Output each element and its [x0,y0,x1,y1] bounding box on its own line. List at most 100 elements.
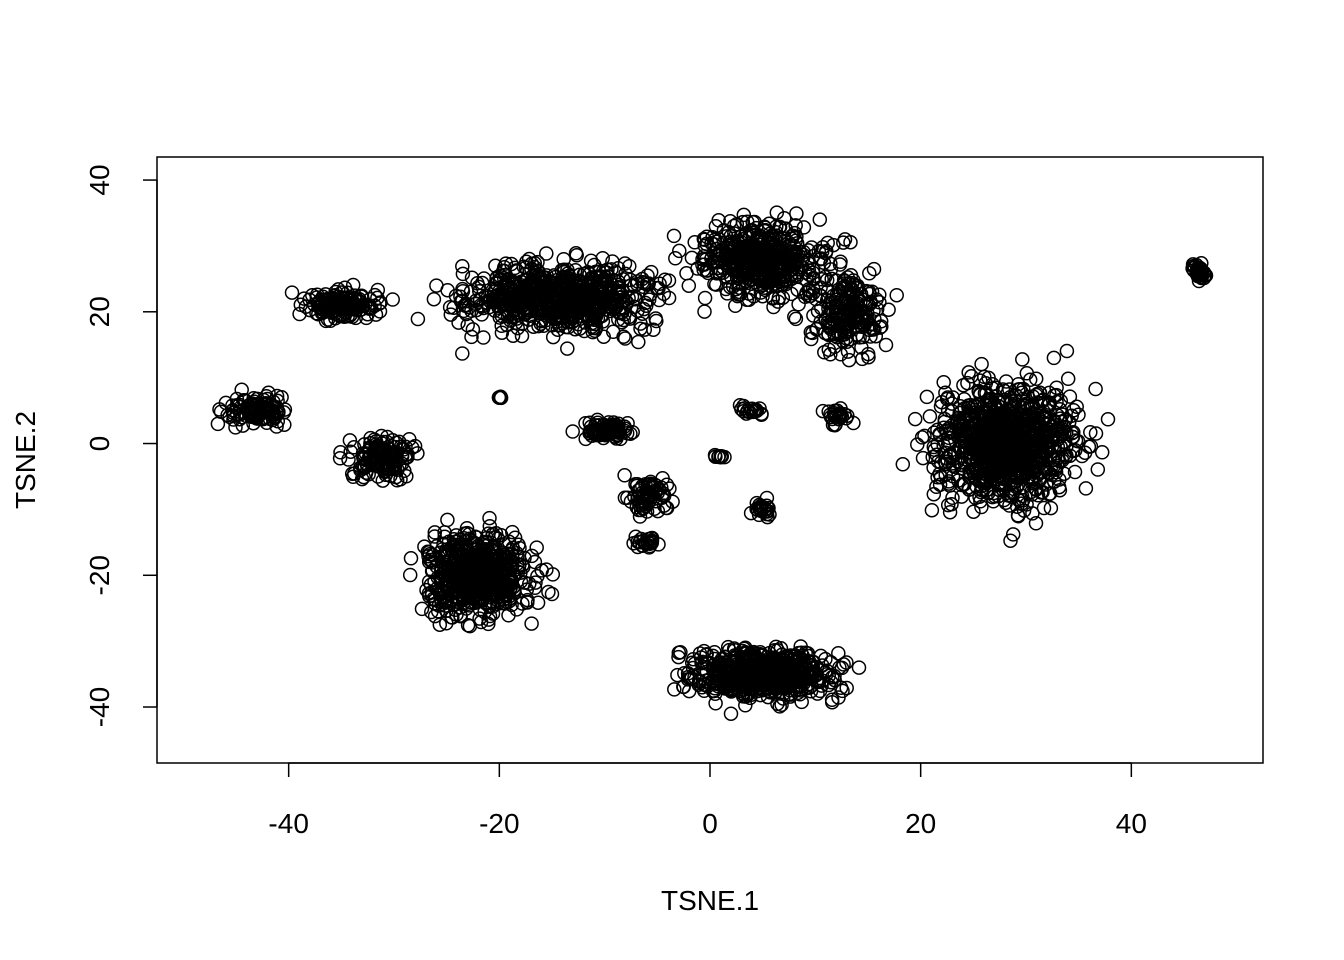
data-point [762,249,778,265]
data-point [1062,448,1078,463]
data-point [713,449,729,465]
data-point [475,581,491,597]
data-point [953,454,968,470]
data-point [614,283,630,299]
data-point [860,305,875,321]
data-point [817,269,833,285]
data-point [465,580,480,596]
data-point [834,660,850,676]
data-point [1003,533,1018,548]
data-point [934,394,950,410]
data-point [954,428,969,443]
data-point [1053,393,1069,409]
data-point [988,447,1003,462]
data-point [769,252,785,267]
data-point [1018,460,1034,475]
data-point [527,256,543,271]
data-point [1005,485,1020,500]
data-point [630,476,645,492]
data-point [1028,474,1043,490]
data-point [505,524,520,540]
data-point [607,424,622,439]
data-point [975,475,991,491]
data-point [769,219,784,234]
data-point [747,674,762,689]
y-tick-label: 40 [84,164,115,195]
data-point [639,484,654,500]
data-point [784,228,800,244]
data-point [531,318,546,334]
data-point [1043,432,1058,448]
data-point [1060,371,1076,387]
data-point [422,547,438,562]
data-point [245,402,260,417]
data-point [226,412,241,427]
data-point [423,577,439,593]
data-point [770,245,786,260]
data-point [1010,508,1026,523]
data-point [763,279,779,294]
data-point [246,394,262,409]
data-point [590,282,605,298]
data-point [933,469,949,485]
data-point [631,334,646,350]
data-point [1024,484,1039,500]
data-point [661,273,677,288]
data-point [784,286,799,302]
data-point [1194,270,1209,286]
data-point [1042,486,1058,501]
data-point [362,301,377,317]
data-point [839,680,854,696]
data-point [509,602,524,617]
data-point [687,235,702,250]
data-point [1007,396,1022,411]
data-point [835,683,850,699]
data-point [772,699,787,714]
data-point [1083,425,1098,440]
data-point [426,291,442,307]
data-point [354,471,370,487]
data-point [284,285,300,300]
data-point [1008,414,1023,429]
data-point [915,450,931,466]
data-point [449,558,464,573]
data-point [828,307,844,323]
data-point [667,682,682,697]
data-point [440,282,455,298]
data-point [338,302,353,317]
data-point [814,251,829,266]
data-point [1040,398,1056,413]
data-point [730,268,746,283]
data-point [814,244,830,259]
data-point [981,370,996,386]
data-point [745,214,760,230]
data-point [941,420,957,436]
data-point [1005,527,1021,542]
data-point [828,299,843,315]
data-point [210,416,226,432]
data-point [936,438,951,453]
data-point [487,560,503,575]
data-point [999,456,1015,472]
data-point [605,324,621,340]
data-point [815,403,831,419]
data-point [848,314,864,329]
data-point [821,326,836,341]
data-point [861,297,877,313]
data-point [831,645,846,661]
data-point [474,275,490,291]
data-point [840,344,856,359]
data-point [926,486,942,502]
data-point [492,390,507,405]
data-point [741,286,757,301]
data-point [846,415,861,431]
data-point [385,292,400,307]
data-point [492,268,508,283]
data-point [942,504,958,520]
data-point [834,408,850,424]
data-point [687,669,702,685]
data-point [1046,350,1062,366]
data-point [1021,409,1037,424]
data-point [746,245,761,260]
data-point [783,687,799,702]
